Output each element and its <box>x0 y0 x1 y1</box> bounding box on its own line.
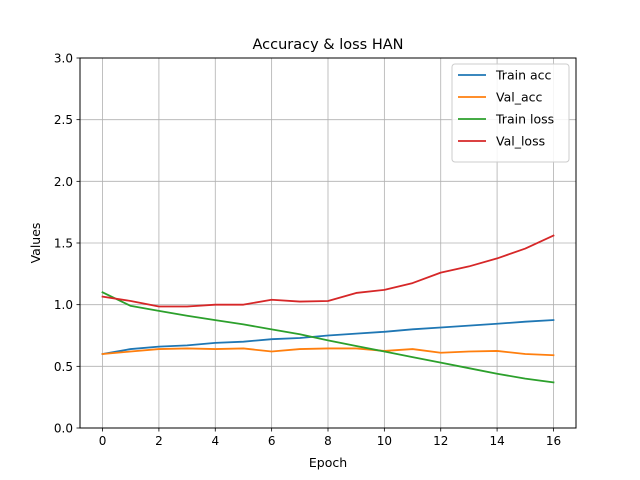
series-line-train-loss <box>101 291 555 384</box>
y-tick-label: 2.0 <box>54 175 73 189</box>
legend-label: Val_loss <box>496 134 545 149</box>
y-tick-label: 3.0 <box>54 52 73 66</box>
ticks: 0 2 4 6 8 10 12 14 16 0.0 0.5 1.0 1.5 2.0 2.5 3.0 <box>54 52 561 449</box>
x-tick-label: 0 <box>99 434 107 448</box>
x-tick-label: 6 <box>268 434 276 448</box>
y-axis-label: Values <box>28 223 43 264</box>
chart-title: Accuracy & loss HAN <box>252 37 403 53</box>
x-tick-label: 14 <box>489 434 504 448</box>
x-tick-label: 8 <box>324 434 332 448</box>
x-tick-label: 10 <box>377 434 392 448</box>
y-tick-label: 2.5 <box>54 113 73 127</box>
x-tick-label: 2 <box>155 434 163 448</box>
y-tick-label: 1.5 <box>54 237 73 251</box>
series-line-train-acc <box>101 319 555 356</box>
y-tick-label: 0.0 <box>54 422 73 436</box>
legend-label: Train acc <box>495 68 551 83</box>
x-tick-label: 16 <box>546 434 561 448</box>
y-tick-label: 0.5 <box>54 360 73 374</box>
y-tick-label: 1.0 <box>54 298 73 312</box>
series-line-val-acc <box>101 347 555 357</box>
series-lines <box>101 234 555 384</box>
x-tick-label: 12 <box>433 434 448 448</box>
series-line-val-loss <box>101 234 555 308</box>
x-axis-label: Epoch <box>309 455 347 470</box>
legend: Train acc Val_acc Train loss Val_loss <box>451 63 570 163</box>
legend-label: Train loss <box>495 112 554 127</box>
x-tick-label: 4 <box>211 434 219 448</box>
legend-box <box>451 63 570 163</box>
legend-label: Val_acc <box>496 90 542 105</box>
